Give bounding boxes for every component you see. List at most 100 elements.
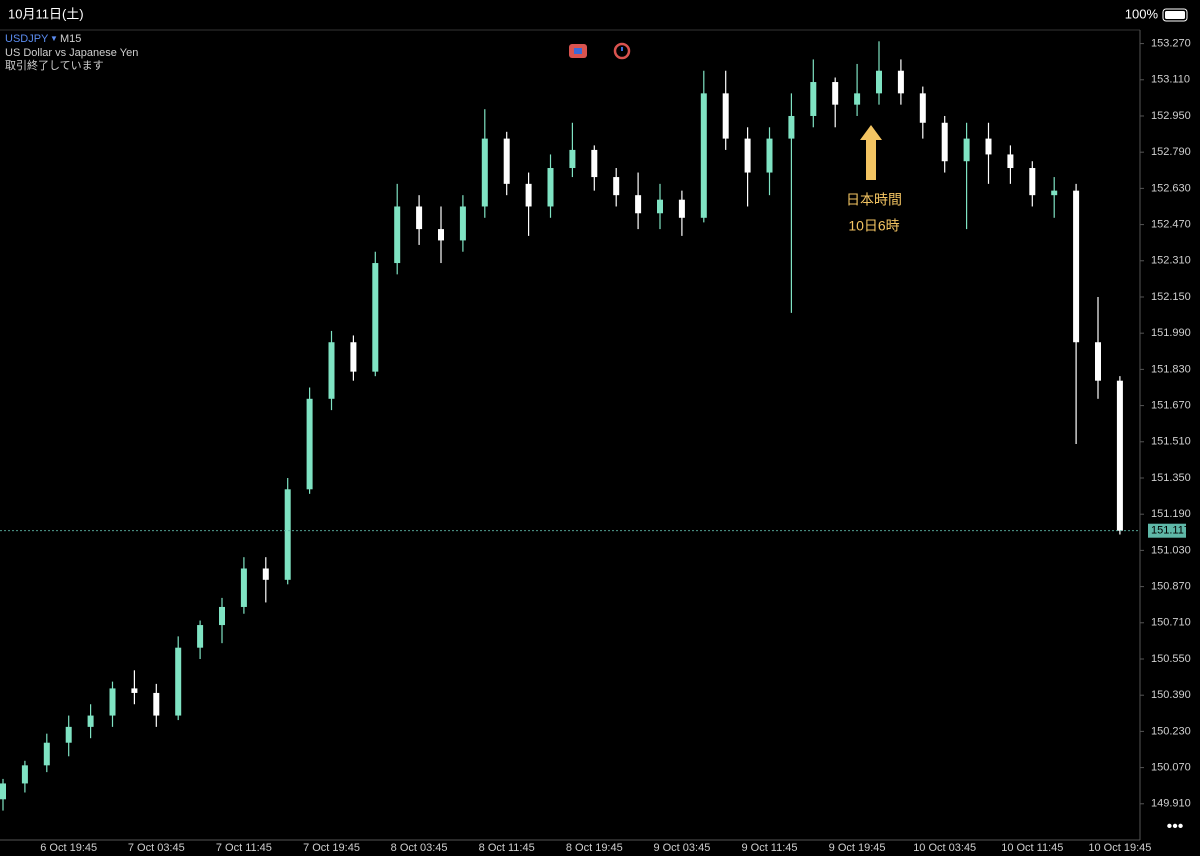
x-tick-label: 8 Oct 11:45 xyxy=(479,842,535,854)
candle-body xyxy=(613,177,620,196)
candle-body xyxy=(394,206,401,264)
candle-body xyxy=(503,138,510,184)
candle-body xyxy=(1007,154,1014,169)
candle-body xyxy=(591,149,598,178)
clock-icon[interactable] xyxy=(613,42,631,60)
status-battery: 100% xyxy=(1125,6,1159,21)
candle-body xyxy=(569,149,576,169)
annotation: 10日6時 xyxy=(848,218,899,234)
x-tick-label: 8 Oct 19:45 xyxy=(566,842,623,854)
candle-body xyxy=(678,199,685,218)
y-tick-label: 152.470 xyxy=(1151,218,1191,230)
status-date: 10月11日(土) xyxy=(8,6,84,21)
y-tick-label: 150.550 xyxy=(1151,653,1191,665)
y-tick-label: 153.110 xyxy=(1151,74,1190,86)
candle-body xyxy=(657,199,663,214)
candle-body xyxy=(350,342,357,372)
candle-body xyxy=(284,489,291,580)
candle-body xyxy=(372,263,379,372)
more-menu[interactable]: ••• xyxy=(1167,818,1184,835)
y-tick-label: 150.710 xyxy=(1151,617,1191,629)
candle-body xyxy=(1051,190,1058,196)
candle-body xyxy=(328,342,335,399)
candle-body xyxy=(832,82,839,105)
candle-body xyxy=(788,115,795,139)
candle-body xyxy=(1116,380,1123,531)
candle-body xyxy=(525,183,532,207)
candle-body xyxy=(262,568,269,580)
candle-body xyxy=(481,138,488,207)
candle-body xyxy=(635,195,642,214)
x-tick-label: 9 Oct 11:45 xyxy=(741,842,797,854)
y-tick-label: 151.830 xyxy=(1151,363,1191,375)
candle-body xyxy=(87,715,94,727)
candle-body xyxy=(416,206,423,230)
x-tick-label: 10 Oct 19:45 xyxy=(1088,842,1151,854)
y-tick-label: 149.910 xyxy=(1151,798,1191,810)
y-tick-label: 151.510 xyxy=(1151,436,1191,448)
candle-body xyxy=(547,168,554,207)
annotation-arrow xyxy=(860,125,882,180)
candle-body xyxy=(876,70,882,94)
price-label-box xyxy=(1148,523,1186,538)
battery-level xyxy=(1165,11,1185,19)
y-tick-label: 151.670 xyxy=(1151,399,1191,411)
y-tick-label: 152.950 xyxy=(1151,110,1191,122)
candle-body xyxy=(854,93,861,105)
timeframe[interactable]: M15 xyxy=(60,33,81,45)
y-tick-label: 153.270 xyxy=(1151,37,1191,49)
x-tick-label: 7 Oct 11:45 xyxy=(216,842,272,854)
candle-body xyxy=(1095,342,1101,381)
candle-body xyxy=(43,742,50,766)
candle-body xyxy=(306,398,313,490)
trade-icon-inner xyxy=(574,48,582,54)
y-tick-label: 150.070 xyxy=(1151,762,1191,774)
candle-body xyxy=(0,783,6,800)
candle-body xyxy=(197,625,204,648)
y-tick-label: 152.150 xyxy=(1151,291,1191,303)
candle-body xyxy=(109,688,116,716)
x-tick-label: 7 Oct 03:45 xyxy=(128,842,185,854)
x-tick-label: 9 Oct 19:45 xyxy=(829,842,886,854)
candle-body xyxy=(941,122,948,162)
x-tick-label: 6 Oct 19:45 xyxy=(40,842,97,854)
candle-body xyxy=(963,138,970,162)
x-tick-label: 10 Oct 11:45 xyxy=(1001,842,1063,854)
y-tick-label: 150.870 xyxy=(1151,580,1191,592)
candle-body xyxy=(744,138,751,173)
candle-body xyxy=(438,229,444,241)
battery-icon xyxy=(1162,8,1188,22)
y-tick-label: 151.190 xyxy=(1151,508,1191,520)
candle-body xyxy=(175,647,182,716)
candle-body xyxy=(65,726,72,743)
symbol[interactable]: USDJPY xyxy=(5,33,49,45)
candle-body xyxy=(810,82,817,116)
candle-body xyxy=(240,568,247,607)
candle-body xyxy=(131,688,138,693)
x-tick-label: 7 Oct 19:45 xyxy=(303,842,360,854)
x-tick-label: 9 Oct 03:45 xyxy=(653,842,710,854)
candle-body xyxy=(919,93,926,123)
candle-body xyxy=(153,692,160,716)
annotation: 日本時間 xyxy=(846,192,902,208)
candle-body xyxy=(897,70,904,94)
y-tick-label: 152.790 xyxy=(1151,146,1191,158)
market-status: 取引終了しています xyxy=(5,58,104,72)
candle-body xyxy=(459,206,466,241)
candle-body xyxy=(700,93,707,218)
y-tick-label: 152.630 xyxy=(1151,182,1191,194)
subtitle: US Dollar vs Japanese Yen xyxy=(5,47,138,59)
candle-body xyxy=(766,138,773,173)
y-tick-label: 151.030 xyxy=(1151,544,1191,556)
y-tick-label: 150.390 xyxy=(1151,689,1191,701)
candle-body xyxy=(219,606,225,626)
y-tick-label: 151.990 xyxy=(1151,327,1191,339)
y-tick-label: 150.230 xyxy=(1151,725,1191,737)
candle-body xyxy=(1029,168,1036,196)
x-tick-label: 10 Oct 03:45 xyxy=(913,842,976,854)
candle-body xyxy=(21,765,28,784)
symbol-dropdown[interactable]: ▼ xyxy=(50,34,58,43)
